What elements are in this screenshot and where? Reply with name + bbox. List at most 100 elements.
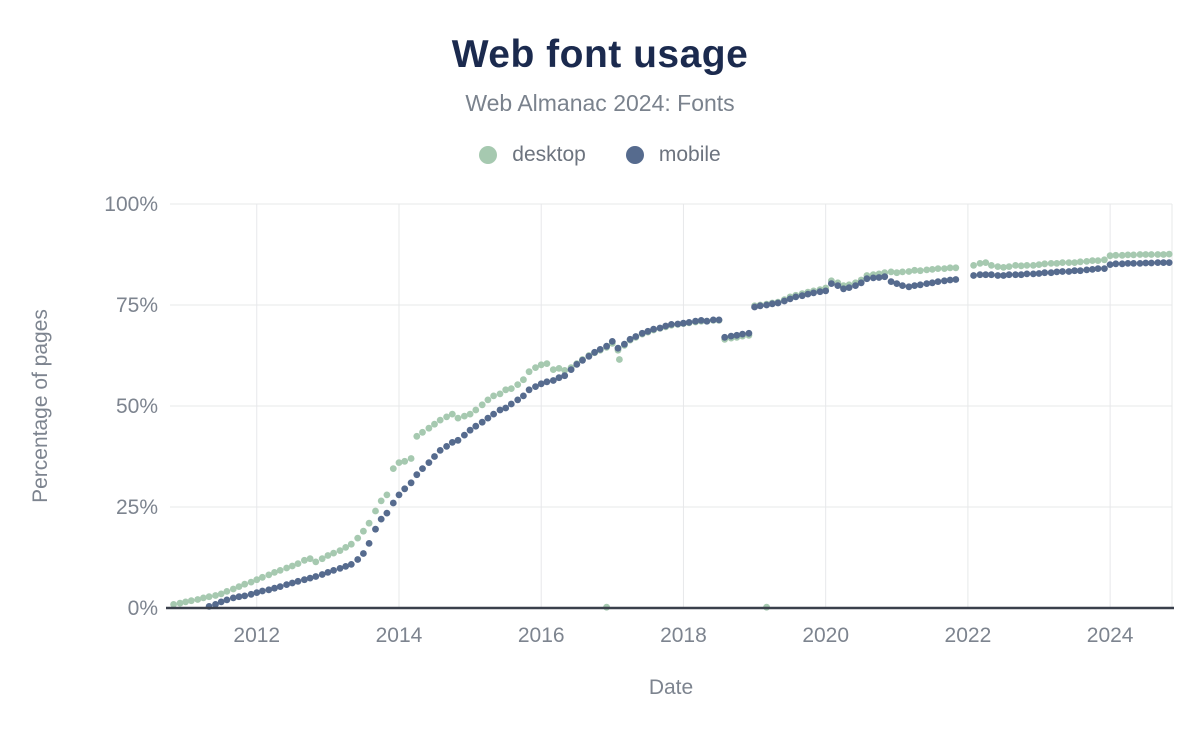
desktop-data-point: [377, 497, 385, 505]
desktop-data-point: [176, 599, 184, 607]
desktop-data-point: [561, 367, 569, 374]
mobile-data-point: [828, 280, 835, 287]
desktop-data-point: [443, 413, 450, 421]
mobile-data-point: [330, 567, 337, 574]
desktop-data-point: [502, 386, 510, 394]
mobile-data-point: [911, 282, 918, 289]
legend-item-desktop[interactable]: desktop: [479, 143, 586, 167]
x-tick-label: 2018: [660, 624, 707, 647]
mobile-data-point: [792, 293, 800, 301]
desktop-data-point: [616, 356, 623, 363]
desktop-data-point: [354, 534, 362, 542]
mobile-data-point: [276, 583, 284, 590]
desktop-data-point: [1160, 251, 1167, 258]
desktop-data-point: [887, 268, 895, 276]
desktop-data-point: [543, 360, 551, 367]
mobile-data-point: [881, 273, 889, 281]
mobile-data-point: [1089, 266, 1096, 273]
mobile-data-point: [502, 404, 510, 412]
mobile-data-point: [721, 333, 729, 341]
desktop-data-point: [407, 455, 415, 462]
mobile-data-point: [798, 292, 806, 300]
desktop-data-point: [514, 381, 522, 388]
mobile-data-point: [561, 372, 569, 380]
mobile-data-point: [496, 406, 504, 414]
desktop-data-point: [271, 569, 278, 576]
desktop-data-point: [911, 266, 918, 274]
mobile-data-point: [294, 577, 302, 585]
mobile-data-point: [1041, 269, 1049, 277]
desktop-data-point: [490, 392, 497, 400]
desktop-data-point: [532, 364, 539, 371]
mobile-data-point: [1029, 270, 1037, 278]
mobile-data-point: [520, 392, 527, 400]
desktop-data-point: [330, 549, 337, 557]
desktop-data-point: [1083, 258, 1091, 265]
mobile-data-point: [810, 289, 817, 297]
desktop-data-point: [952, 264, 960, 272]
desktop-data-point: [395, 459, 403, 466]
legend: desktop mobile: [0, 143, 1200, 167]
desktop-data-point: [555, 365, 563, 372]
legend-item-mobile[interactable]: mobile: [625, 143, 721, 167]
mobile-data-point: [537, 380, 545, 388]
desktop-data-point: [1142, 251, 1150, 258]
desktop-data-point: [389, 465, 397, 472]
mobile-data-point: [650, 325, 657, 333]
mobile-data-point: [709, 316, 717, 324]
desktop-data-point: [187, 597, 195, 605]
desktop-data-point: [507, 385, 515, 392]
mobile-data-point: [454, 436, 462, 444]
mobile-data-point: [840, 285, 847, 293]
desktop-data-point: [1029, 262, 1037, 269]
mobile-data-point: [976, 271, 984, 279]
desktop-data-point: [454, 414, 462, 422]
x-axis-title: Date: [648, 676, 694, 699]
mobile-data-point: [869, 274, 877, 282]
mobile-data-point: [1000, 272, 1007, 279]
mobile-data-point: [952, 276, 960, 283]
desktop-data-point: [294, 560, 302, 567]
desktop-data-point: [916, 267, 924, 275]
mobile-data-point: [448, 439, 456, 446]
mobile-data-point: [804, 290, 812, 298]
desktop-legend-dot-icon: [479, 146, 498, 164]
desktop-data-point: [1154, 251, 1162, 258]
mobile-data-point: [845, 284, 853, 291]
x-tick-label: 2014: [376, 624, 423, 647]
mobile-data-point: [626, 335, 634, 343]
desktop-data-point: [217, 590, 225, 598]
y-tick-label: 100%: [104, 193, 158, 216]
desktop-data-point: [1059, 259, 1066, 266]
mobile-data-point: [608, 338, 616, 345]
desktop-data-point: [247, 578, 255, 586]
mobile-data-point: [573, 361, 581, 368]
mobile-data-point: [692, 317, 699, 325]
mobile-data-point: [923, 280, 931, 287]
desktop-data-point: [425, 424, 433, 432]
mobile-data-point: [413, 471, 421, 479]
desktop-data-point: [1041, 260, 1049, 268]
mobile-data-point: [301, 576, 308, 584]
desktop-data-point: [436, 416, 444, 424]
mobile-data-point: [389, 499, 397, 507]
mobile-data-point: [1148, 259, 1155, 267]
mobile-data-point: [982, 271, 990, 279]
mobile-data-point: [899, 282, 906, 289]
x-tick-label: 2020: [802, 624, 849, 647]
mobile-data-point: [283, 581, 290, 588]
desktop-data-point: [1047, 260, 1055, 267]
mobile-data-point: [739, 330, 746, 338]
desktop-data-point: [537, 361, 545, 369]
desktop-data-point: [1165, 250, 1173, 258]
mobile-data-point: [763, 301, 770, 309]
mobile-data-point: [395, 491, 403, 499]
mobile-data-point: [1130, 260, 1137, 267]
desktop-data-point: [1076, 258, 1084, 266]
desktop-data-point: [347, 540, 355, 548]
mobile-data-point: [680, 319, 687, 327]
desktop-data-point: [383, 491, 391, 499]
desktop-data-point: [994, 263, 1002, 270]
mobile-data-point: [745, 329, 753, 337]
